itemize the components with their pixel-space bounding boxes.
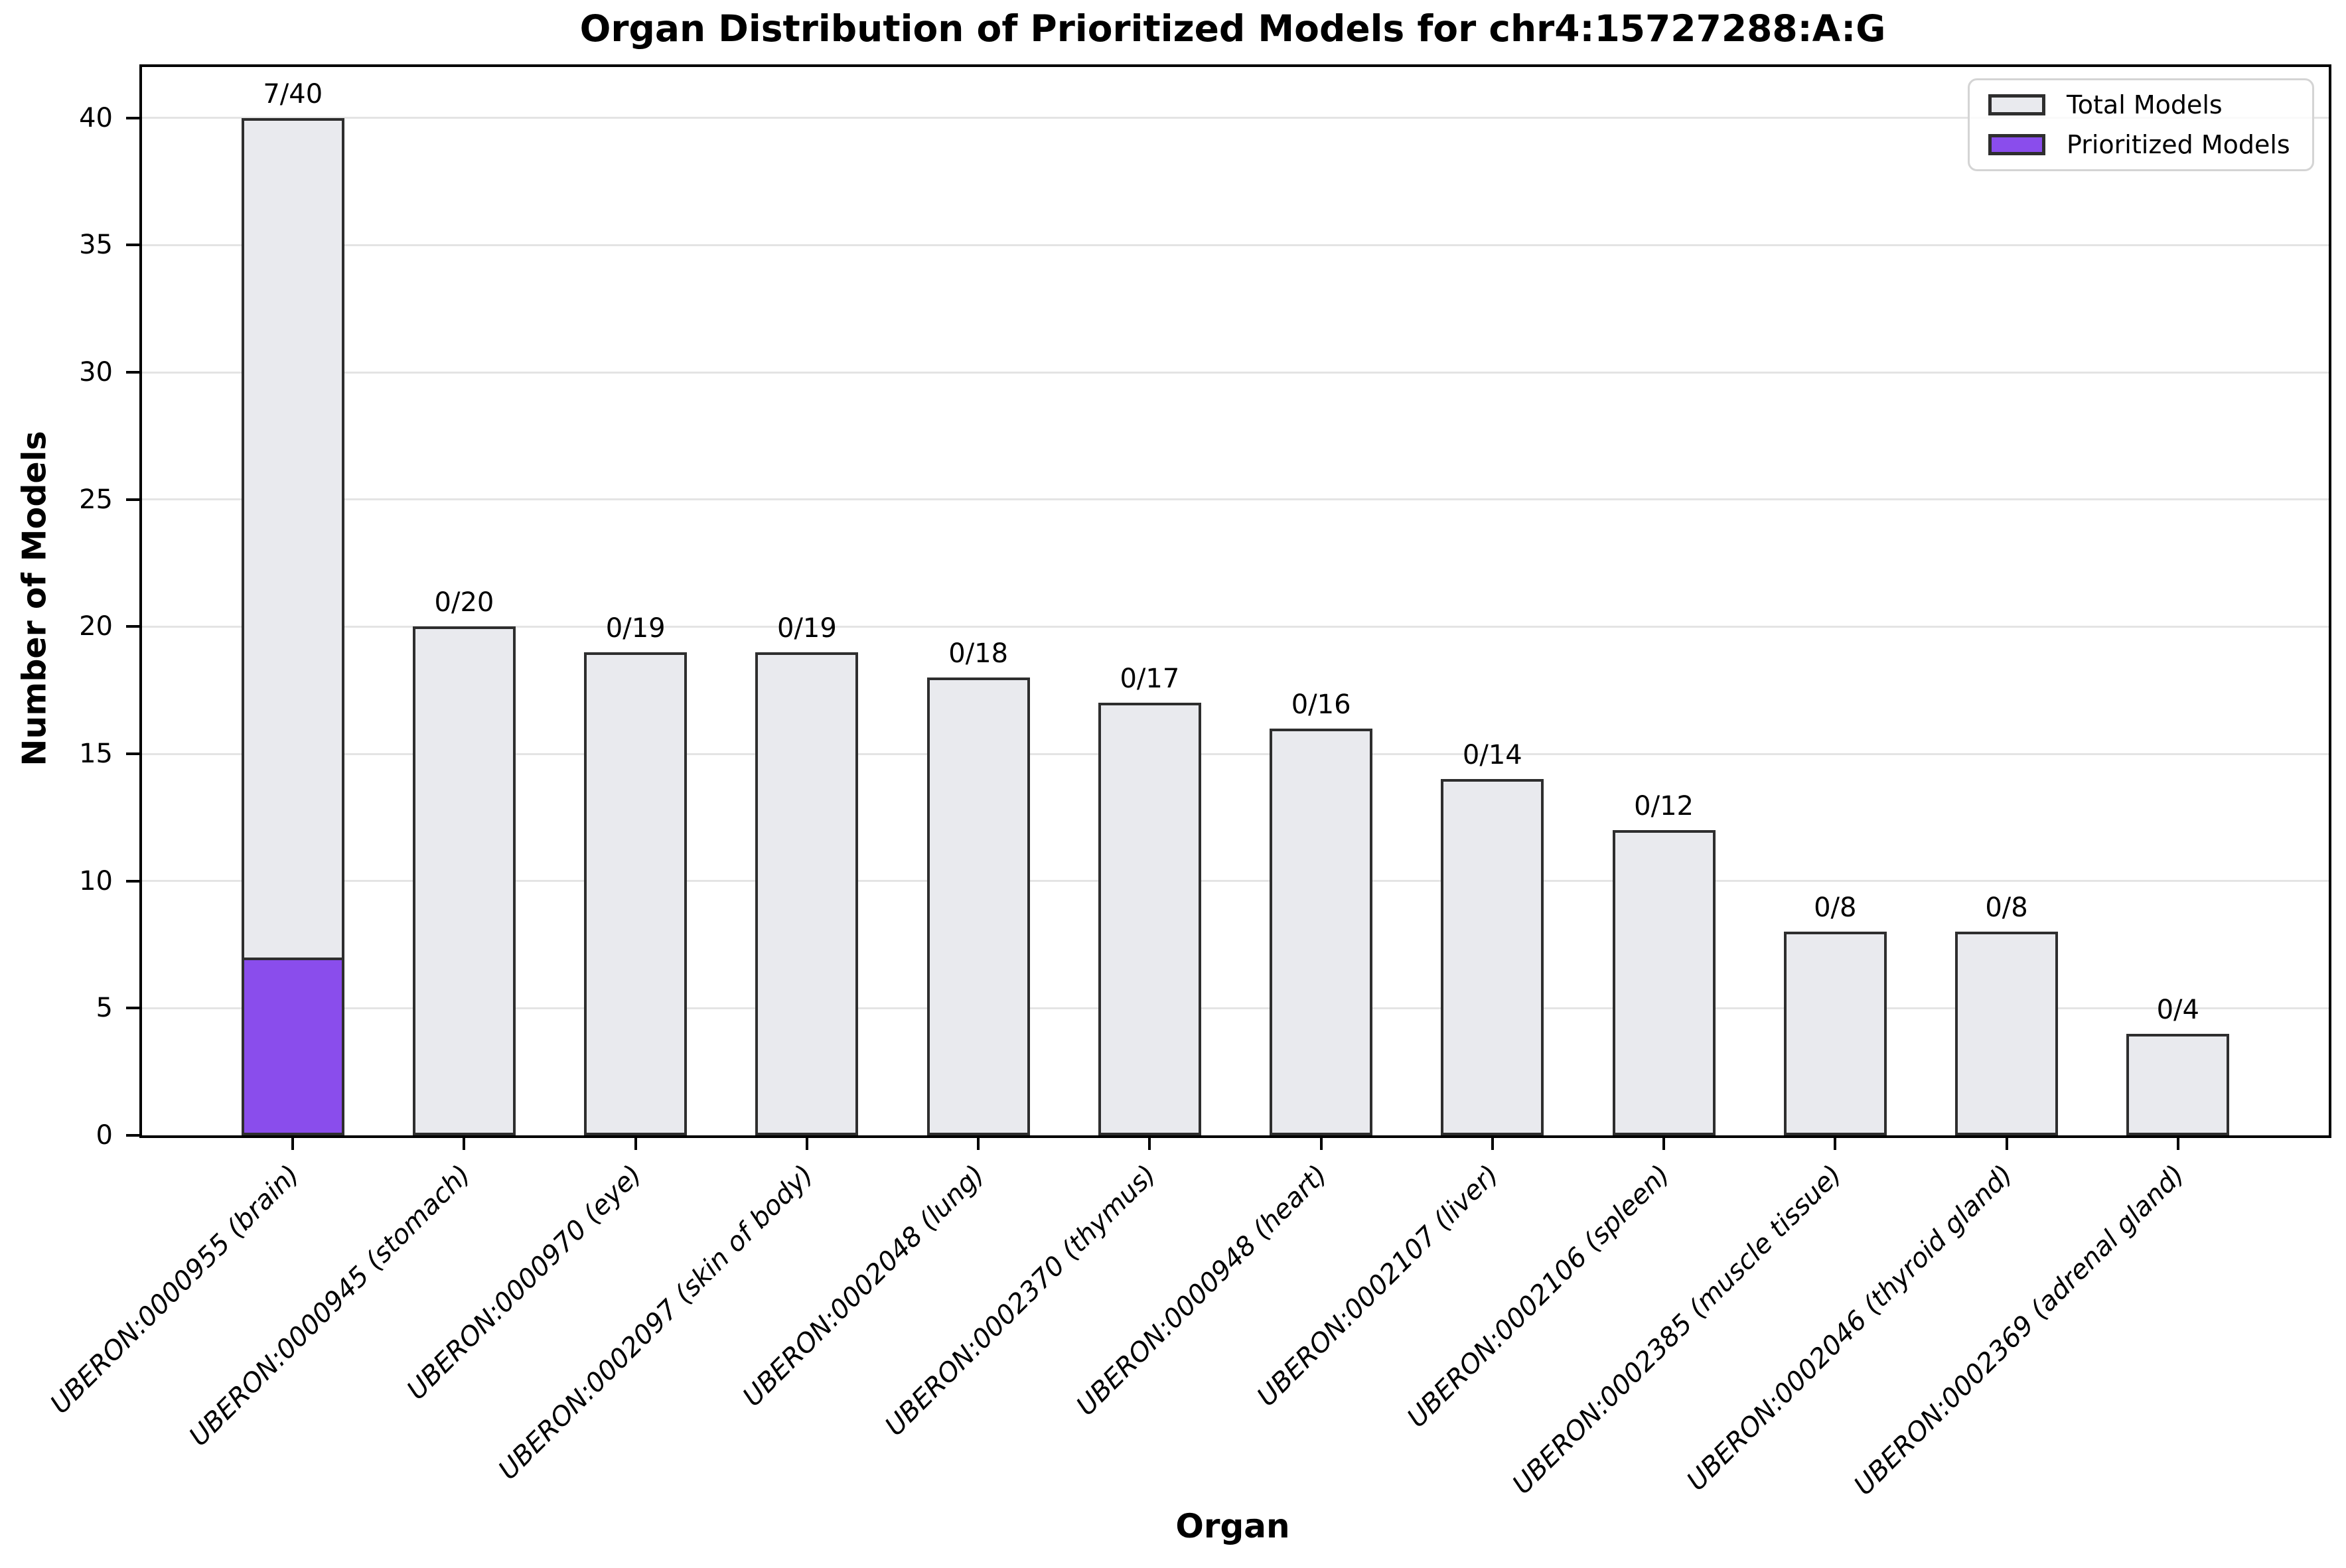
grid-line: [142, 498, 2329, 501]
y-tick: [126, 752, 139, 755]
y-tick: [126, 625, 139, 628]
y-tick-label: 0: [96, 1120, 113, 1151]
total-bar: [584, 652, 688, 1135]
bar-value-label: 0/16: [1291, 689, 1351, 720]
x-tick: [1148, 1135, 1151, 1150]
x-tick-label: UBERON:0000945 (stomach): [183, 1159, 477, 1453]
y-tick-label: 40: [79, 102, 113, 133]
x-tick: [1662, 1135, 1666, 1150]
y-tick-label: 35: [79, 230, 113, 261]
grid-line: [142, 752, 2329, 755]
grid-line: [142, 117, 2329, 119]
chart-title: Organ Distribution of Prioritized Models…: [579, 7, 1886, 50]
y-tick: [126, 1134, 139, 1137]
total-bar: [1612, 830, 1716, 1135]
x-tick: [1491, 1135, 1494, 1150]
legend-label-prioritized-models: Prioritized Models: [2067, 129, 2290, 159]
grid-line: [142, 371, 2329, 374]
bar-value-label: 0/4: [2156, 994, 2199, 1025]
legend-label-total-models: Total Models: [2067, 90, 2223, 120]
legend-swatch-prioritized-models: [1988, 133, 2045, 155]
y-tick-label: 10: [79, 865, 113, 896]
x-tick-label: UBERON:0002097 (skin of body): [492, 1159, 820, 1486]
x-tick: [2176, 1135, 2179, 1150]
y-tick: [126, 879, 139, 883]
bar-value-label: 0/8: [1985, 892, 2028, 924]
x-tick-label: UBERON:0002369 (adrenal gland): [1848, 1159, 2191, 1502]
y-axis-label: Number of Models: [15, 431, 54, 766]
y-tick: [126, 116, 139, 119]
x-tick: [977, 1135, 980, 1150]
x-tick: [291, 1135, 295, 1150]
y-tick: [126, 1007, 139, 1010]
bar-value-label: 0/8: [1814, 892, 1857, 924]
x-tick: [1834, 1135, 1837, 1150]
bar-value-label: 0/17: [1120, 664, 1180, 695]
total-bar: [1270, 728, 1373, 1135]
bar-value-label: 0/14: [1462, 740, 1522, 771]
total-bar: [1098, 703, 1201, 1135]
total-bar: [755, 652, 859, 1135]
bar-value-label: 0/19: [605, 612, 666, 644]
bar-value-label: 7/40: [263, 78, 323, 109]
legend-entry-prioritized: Prioritized Models: [1970, 130, 2312, 159]
x-tick: [1319, 1135, 1323, 1150]
total-bar: [1783, 932, 1887, 1135]
prioritized-bar: [241, 957, 344, 1135]
grid-line: [142, 625, 2329, 628]
bar-value-label: 0/12: [1634, 791, 1694, 821]
total-bar: [926, 677, 1030, 1135]
bar-value-label: 0/18: [948, 638, 1009, 669]
bar-value-label: 0/20: [434, 587, 494, 618]
legend: Total Models Prioritized Models: [1968, 78, 2314, 171]
x-tick-label: UBERON:0002370 (thymus): [879, 1159, 1162, 1443]
grid-line: [142, 880, 2329, 883]
grid-line: [142, 244, 2329, 246]
y-tick: [126, 371, 139, 374]
total-bar: [412, 626, 516, 1135]
y-tick: [126, 498, 139, 501]
bar-value-label: 0/19: [777, 612, 837, 644]
x-tick: [805, 1135, 808, 1150]
legend-entry-total: Total Models: [1970, 90, 2312, 119]
x-tick: [2005, 1135, 2008, 1150]
plot-area: 0 5 10 15 20 25 30 35 40 7/40 UBERON:0000955 (brai…: [44, 64, 2331, 1502]
x-tick-label: UBERON:0002385 (muscle tissue): [1506, 1159, 1848, 1500]
y-tick: [126, 244, 139, 247]
grid-line: [142, 1007, 2329, 1009]
x-axis-label: Organ: [1175, 1507, 1290, 1545]
y-tick-label: 5: [96, 993, 113, 1024]
x-tick: [463, 1135, 466, 1150]
total-bar: [1955, 932, 2059, 1135]
total-bar: [2126, 1033, 2230, 1135]
y-tick-label: 15: [79, 739, 113, 769]
total-bar: [1441, 779, 1544, 1135]
x-tick-label: UBERON:0002046 (thyroid gland): [1681, 1159, 2019, 1497]
legend-swatch-total-models: [1988, 94, 2045, 116]
y-tick-label: 25: [79, 484, 113, 515]
y-tick-label: 30: [79, 357, 113, 388]
x-tick: [634, 1135, 637, 1150]
y-tick-label: 20: [79, 611, 113, 642]
